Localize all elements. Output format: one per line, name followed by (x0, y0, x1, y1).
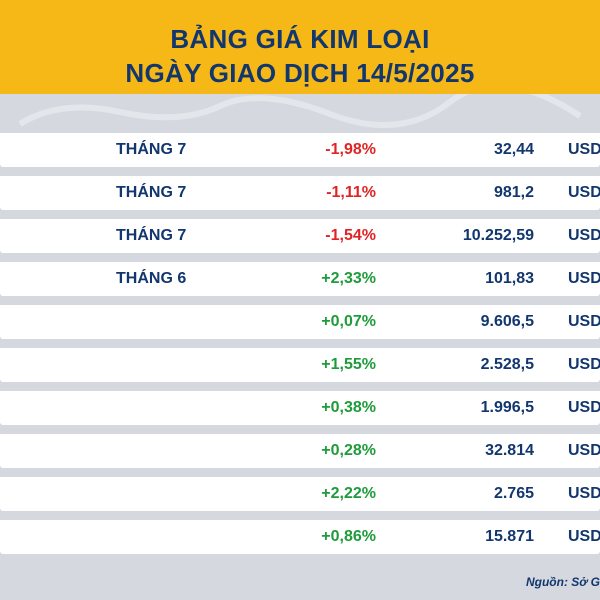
page-title: BẢNG GIÁ KIM LOẠI (170, 24, 430, 54)
price-change: +0,86% (321, 528, 376, 545)
table-row: THÁNG 7 -1,11% 981,2 USD (0, 176, 600, 210)
price-change: +0,28% (321, 442, 376, 459)
price-unit: USD (568, 270, 600, 287)
table-row: +1,55% 2.528,5 USD (0, 348, 600, 382)
table-row: +0,07% 9.606,5 USD (0, 305, 600, 339)
price-change: +2,33% (321, 270, 376, 287)
world-map-watermark (18, 94, 582, 129)
price-change: -1,98% (325, 141, 376, 158)
price-value: 2.765 (493, 485, 534, 502)
price-change: +2,22% (321, 485, 376, 502)
table-header: BẢNG GIÁ KIM LOẠI NGÀY GIAO DỊCH 14/5/20… (0, 0, 600, 94)
contract-month: THÁNG 6 (116, 270, 187, 287)
table-row: +0,28% 32.814 USD (0, 434, 600, 468)
price-unit: USD (568, 442, 600, 459)
source-note: Nguồn: Sở G (525, 575, 600, 589)
price-value: 2.528,5 (480, 356, 534, 373)
price-change: -1,54% (325, 227, 376, 244)
price-unit: USD (568, 399, 600, 416)
price-value: 10.252,59 (462, 227, 534, 244)
price-unit: USD (568, 485, 600, 502)
price-value: 101,83 (485, 270, 534, 287)
price-unit: USD (568, 184, 600, 201)
trading-date-title: NGÀY GIAO DỊCH 14/5/2025 (125, 58, 475, 88)
price-unit: USD (568, 227, 600, 244)
table-row: THÁNG 7 -1,98% 32,44 USD (0, 133, 600, 167)
contract-month: THÁNG 7 (116, 227, 187, 244)
price-unit: USD (568, 528, 600, 545)
table-row: +2,22% 2.765 USD (0, 477, 600, 511)
price-value: 981,2 (493, 184, 534, 201)
contract-month: THÁNG 7 (116, 141, 187, 158)
price-change: +0,38% (321, 399, 376, 416)
price-value: 32.814 (485, 442, 534, 459)
price-unit: USD (568, 313, 600, 330)
price-unit: USD (568, 141, 600, 158)
price-value: 1.996,5 (480, 399, 534, 416)
table-row: THÁNG 6 +2,33% 101,83 USD (0, 262, 600, 296)
table-row: +0,38% 1.996,5 USD (0, 391, 600, 425)
price-value: 9.606,5 (480, 313, 534, 330)
price-change: +0,07% (321, 313, 376, 330)
table-row: +0,86% 15.871 USD (0, 520, 600, 554)
price-value: 32,44 (493, 141, 534, 158)
contract-month: THÁNG 7 (116, 184, 187, 201)
price-unit: USD (568, 356, 600, 373)
table-row: THÁNG 7 -1,54% 10.252,59 USD (0, 219, 600, 253)
price-change: -1,11% (326, 184, 376, 201)
price-value: 15.871 (485, 528, 534, 545)
price-change: +1,55% (321, 356, 376, 373)
